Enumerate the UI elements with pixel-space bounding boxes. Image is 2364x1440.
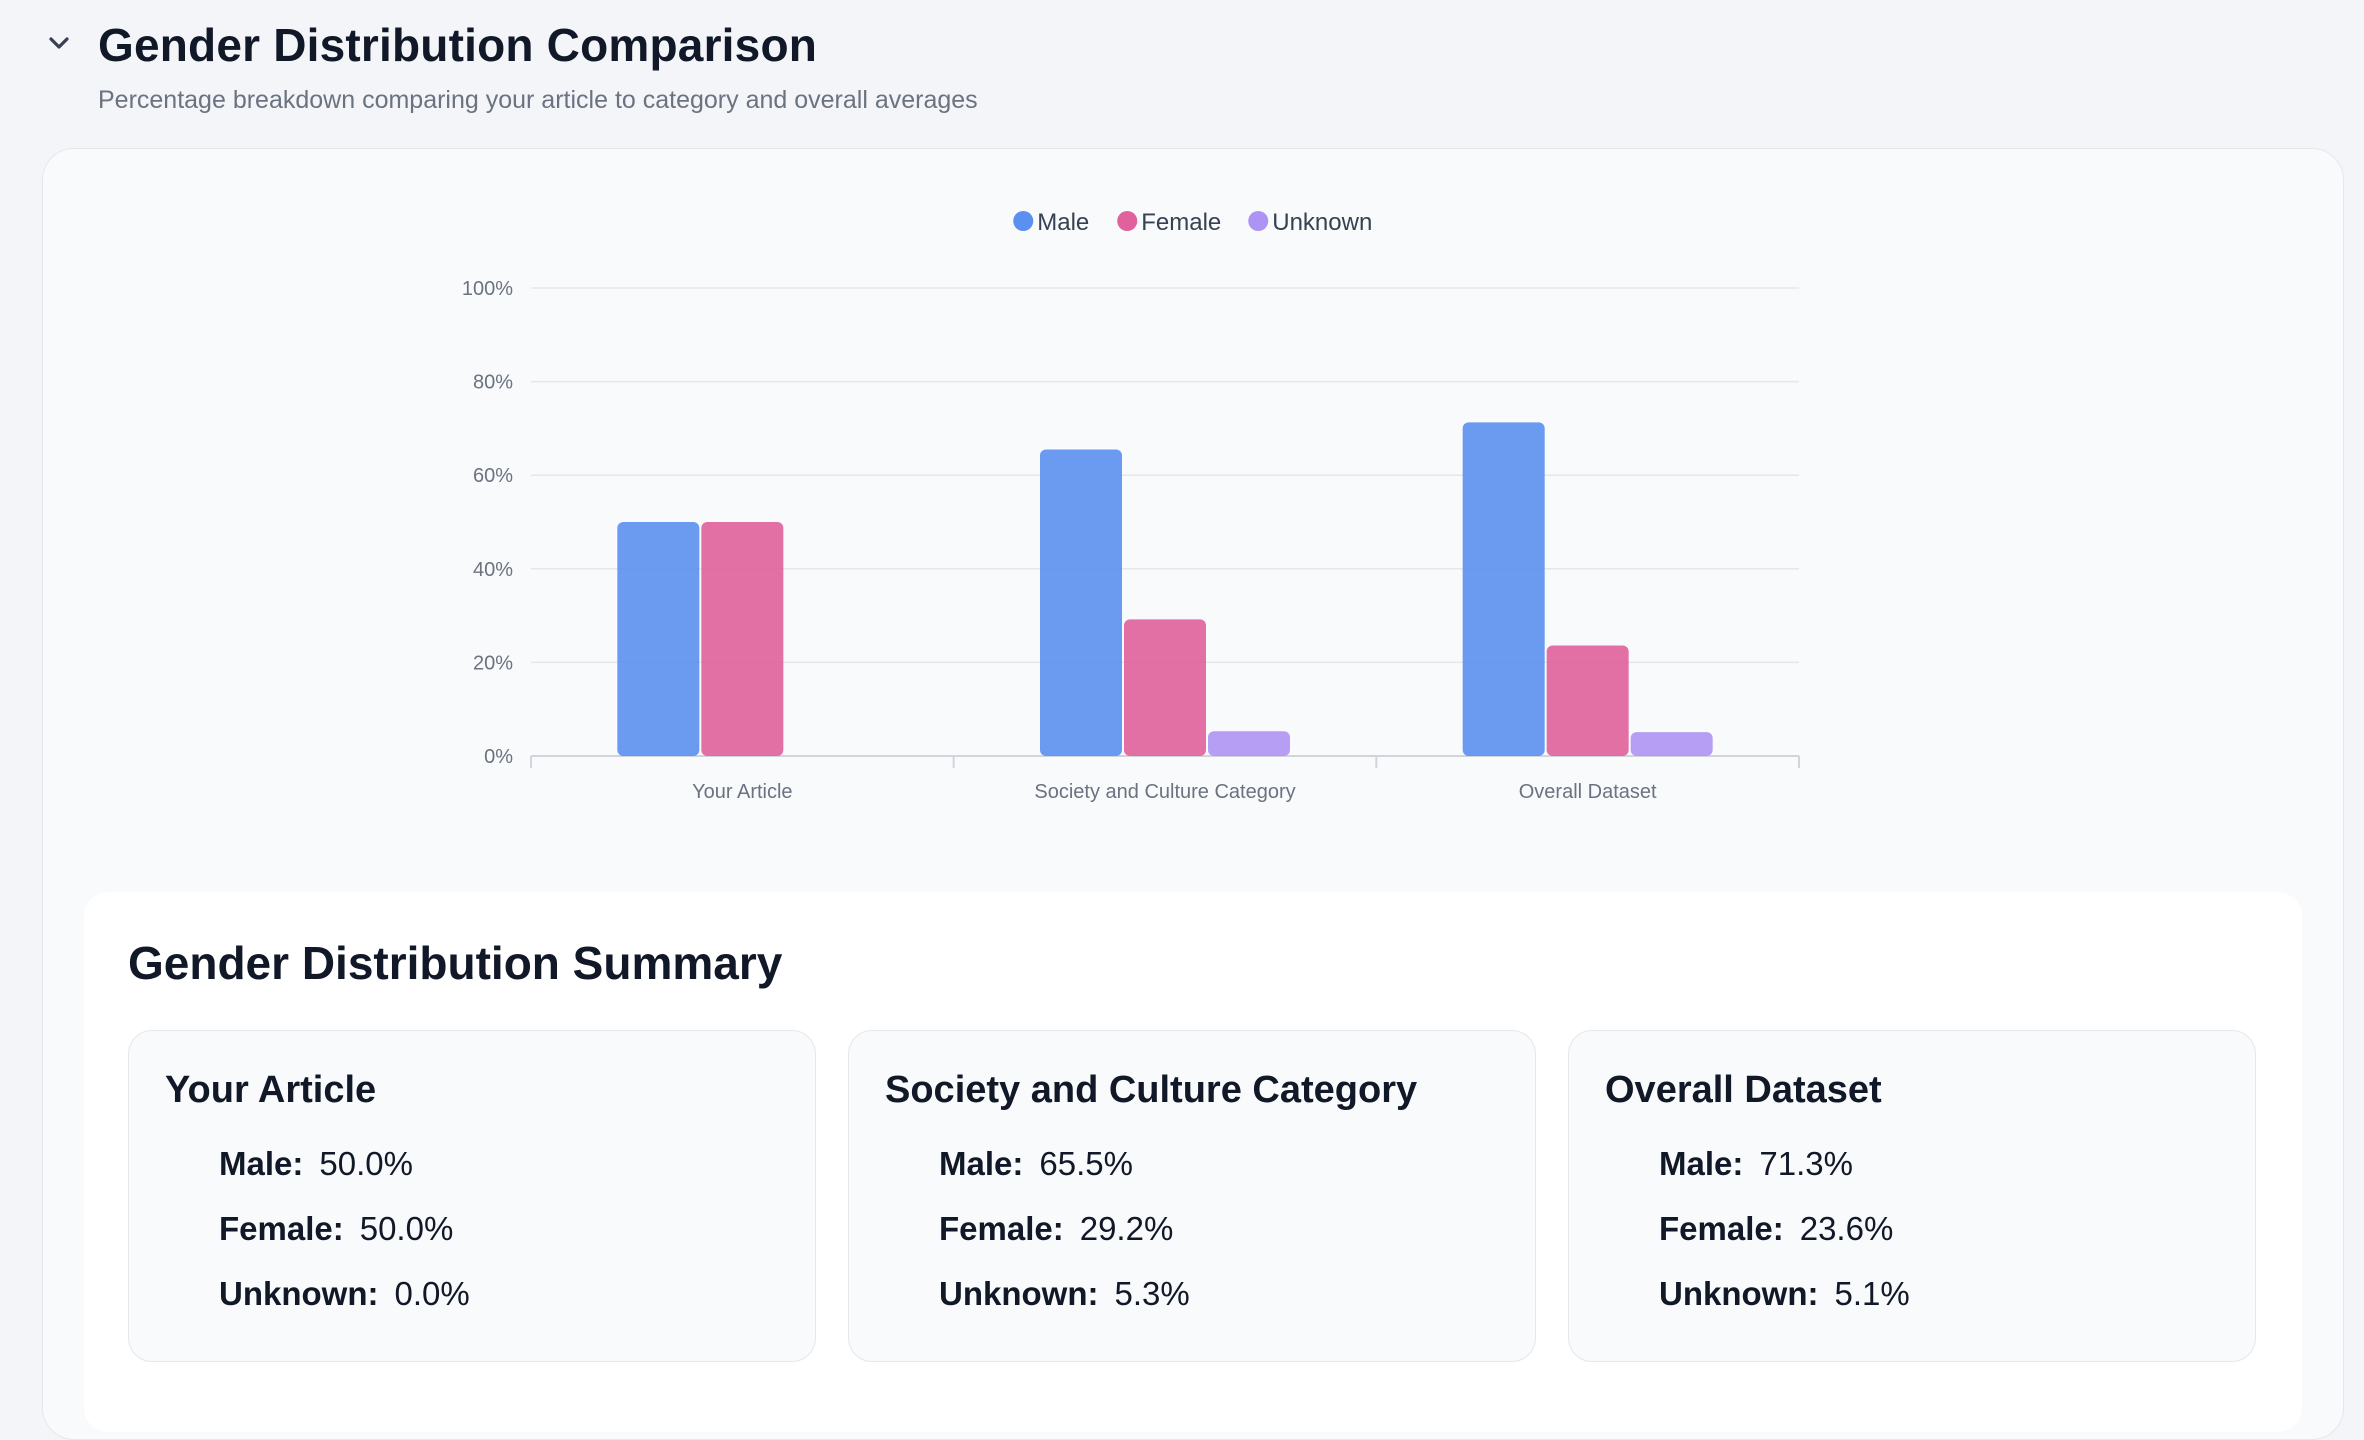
summary-box-your-article: Your Article Male: 50.0% Female: 50.0% Unk… [128,1030,816,1362]
legend-label-female: Female [1141,209,1221,236]
summary-panel: Gender Distribution Summary Your Article… [84,892,2302,1432]
y-tick-label: 60% [473,465,513,487]
y-tick-label: 40% [473,559,513,581]
bar-male [617,522,700,756]
summary-row-unknown: Unknown: 5.3% [939,1275,1190,1312]
summary-box-overall: Overall Dataset Male: 71.3% Female: 23.6% … [1568,1030,2256,1362]
bar-female [1124,619,1206,756]
legend-label-male: Male [1037,209,1089,236]
y-tick-label: 100% [462,278,513,300]
page-title: Gender Distribution Comparison [98,19,818,71]
summary-row-female: Female: 50.0% [219,1210,454,1247]
bar-female [701,522,784,756]
summary-row-female: Female: 29.2% [939,1210,1174,1247]
summary-row-male: Male: 65.5% [939,1145,1133,1182]
bar-unknown [1208,731,1290,756]
bar-unknown [1630,732,1713,756]
bar-male [1462,422,1545,756]
legend-swatch-unknown [1248,211,1269,231]
x-tick-label: Society and Culture Category [1034,781,1295,803]
section-header: Gender Distribution Comparison Percentag… [0,0,2364,140]
y-tick-label: 0% [484,746,513,768]
summary-row-unknown: Unknown: 0.0% [219,1275,470,1312]
page-subtitle: Percentage breakdown comparing your arti… [98,86,978,114]
summary-title: Gender Distribution Summary [128,937,783,989]
summary-box-title: Overall Dataset [1605,1069,1882,1111]
gender-bar-chart: 0% 20% 40% 60% 80% 100% Your Article Society an… [462,209,1800,803]
x-tick-label: Your Article [692,781,792,803]
summary-box-title: Your Article [165,1069,377,1111]
summary-row-female: Female: 23.6% [1659,1210,1894,1247]
legend-label-unknown: Unknown [1272,209,1372,236]
legend-swatch-female [1117,211,1138,231]
summary-row-unknown: Unknown: 5.1% [1659,1275,1910,1312]
y-tick-label: 20% [473,652,513,674]
bar-female [1546,645,1629,756]
summary-row-male: Male: 50.0% [219,1145,413,1182]
chevron-down-icon[interactable] [44,28,74,58]
x-tick-label: Overall Dataset [1519,781,1657,803]
bar-male [1040,449,1122,756]
legend-swatch-male [1013,211,1034,231]
y-tick-label: 80% [473,372,513,394]
summary-row-male: Male: 71.3% [1659,1145,1853,1182]
summary-box-title: Society and Culture Category [885,1069,1418,1111]
summary-box-category: Society and Culture Category Male: 65.5% … [848,1030,1536,1362]
